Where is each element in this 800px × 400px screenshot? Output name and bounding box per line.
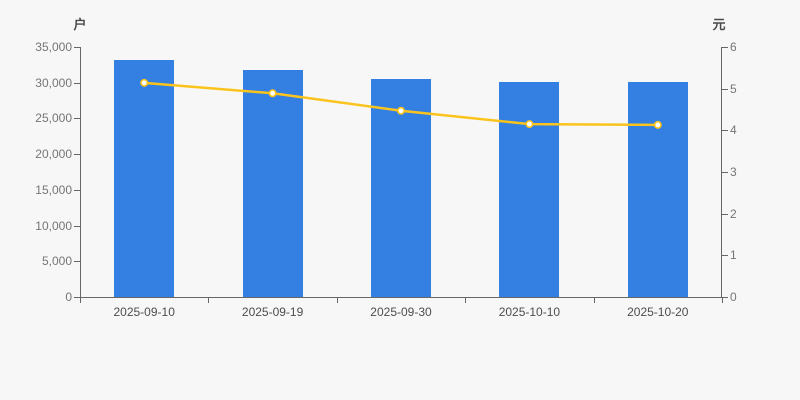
x-axis-tick [208,298,210,303]
bar[interactable] [371,79,431,297]
right-y-axis-tick-label: 4 [730,123,737,138]
left-y-axis-tick [74,261,80,263]
left-y-axis-tick [74,225,80,227]
x-axis-category-label: 2025-10-20 [627,305,689,319]
left-y-axis-tick-label: 20,000 [35,147,72,162]
bar[interactable] [114,59,175,297]
right-y-axis-tick [722,130,728,132]
x-axis-line [80,297,722,298]
left-y-axis-tick [74,189,80,191]
left-y-axis-tick [74,82,80,84]
right-y-axis-tick [722,47,728,48]
bar[interactable] [499,82,560,297]
right-y-axis-tick [722,213,728,215]
left-y-axis-tick [74,47,80,48]
line-data-point[interactable] [396,106,405,115]
left-y-axis-tick-label: 35,000 [35,40,72,54]
bar[interactable] [242,69,303,297]
left-y-axis-tick [74,297,80,298]
left-axis-unit-label: 户 [73,17,87,32]
left-y-axis-tick-label: 30,000 [35,75,72,90]
right-y-axis-tick [722,255,728,257]
line-data-point[interactable] [653,120,662,129]
line-data-point[interactable] [268,89,277,98]
x-axis-category-label: 2025-10-10 [498,305,561,319]
right-y-axis-tick [722,172,728,173]
right-y-axis-tick-label: 2 [730,206,737,221]
left-y-axis-tick [74,118,80,120]
right-y-axis-tick [722,88,728,90]
line-data-point[interactable] [140,78,149,87]
x-axis-tick [80,298,81,303]
left-y-axis-tick-label: 25,000 [35,111,72,126]
x-axis-tick [465,298,467,303]
right-y-axis-tick-label: 3 [730,165,737,179]
x-axis-category-label: 2025-09-19 [241,305,304,319]
left-y-axis-tick [74,154,80,156]
right-y-axis-tick-label: 1 [730,248,737,263]
x-axis-category-label: 2025-09-30 [370,305,432,319]
x-axis-tick [593,298,595,303]
right-y-axis-tick-label: 0 [730,290,737,304]
left-y-axis-tick-label: 0 [65,290,72,304]
left-y-axis-tick-label: 10,000 [35,218,72,233]
line-data-point[interactable] [525,120,534,129]
left-y-axis-line [80,47,81,297]
x-axis-category-label: 2025-09-10 [113,305,175,319]
left-y-axis-tick-label: 15,000 [35,182,72,197]
right-y-axis-tick [722,297,728,298]
right-y-axis-tick-label: 5 [730,81,737,96]
left-y-axis-tick-label: 5,000 [41,254,72,269]
right-y-axis-tick-label: 6 [730,40,737,54]
x-axis-tick [722,298,723,303]
x-axis-tick [336,298,338,303]
line-path [144,81,658,127]
right-axis-unit-label: 元 [712,17,726,32]
right-y-axis-line [721,47,722,297]
bar[interactable] [627,82,688,297]
